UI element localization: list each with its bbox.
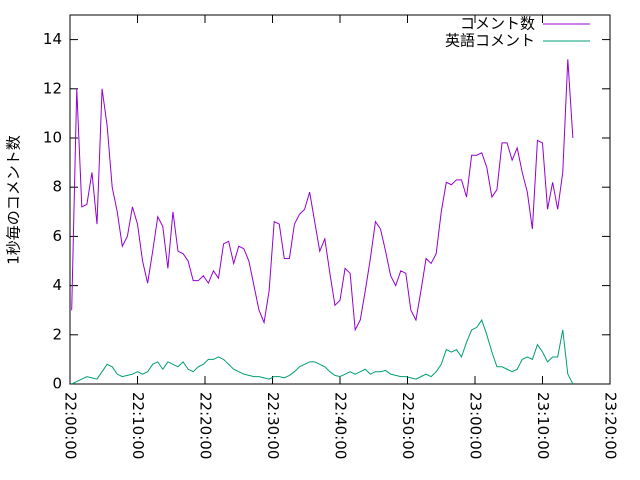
x-tick-label: 22:30:00 — [264, 392, 282, 459]
x-tick-label: 22:40:00 — [332, 392, 350, 459]
x-tick-label: 22:20:00 — [197, 392, 215, 459]
y-tick-label: 2 — [52, 325, 62, 343]
plot-frame — [69, 14, 611, 385]
x-tick-label: 22:50:00 — [399, 392, 417, 459]
x-tick-label: 23:20:00 — [602, 392, 620, 459]
series-line — [71, 59, 574, 332]
y-tick-label: 12 — [43, 79, 62, 97]
legend-label: 英語コメント — [445, 32, 535, 50]
y-tick-label: 10 — [43, 129, 62, 147]
y-tick-label: 0 — [52, 375, 62, 393]
y-tick-label: 6 — [52, 227, 62, 245]
legend-label: コメント数 — [460, 15, 535, 33]
y-tick-label: 4 — [52, 276, 62, 294]
y-tick-label: 14 — [43, 30, 62, 48]
x-tick-label: 23:00:00 — [467, 392, 485, 459]
y-axis-label: 1秒毎のコメント数 — [5, 135, 23, 265]
x-tick-label: 22:00:00 — [62, 392, 80, 459]
x-tick-label: 22:10:00 — [129, 392, 147, 459]
x-tick-label: 23:10:00 — [534, 392, 552, 459]
series-line — [71, 318, 574, 385]
y-tick-label: 8 — [52, 178, 62, 196]
